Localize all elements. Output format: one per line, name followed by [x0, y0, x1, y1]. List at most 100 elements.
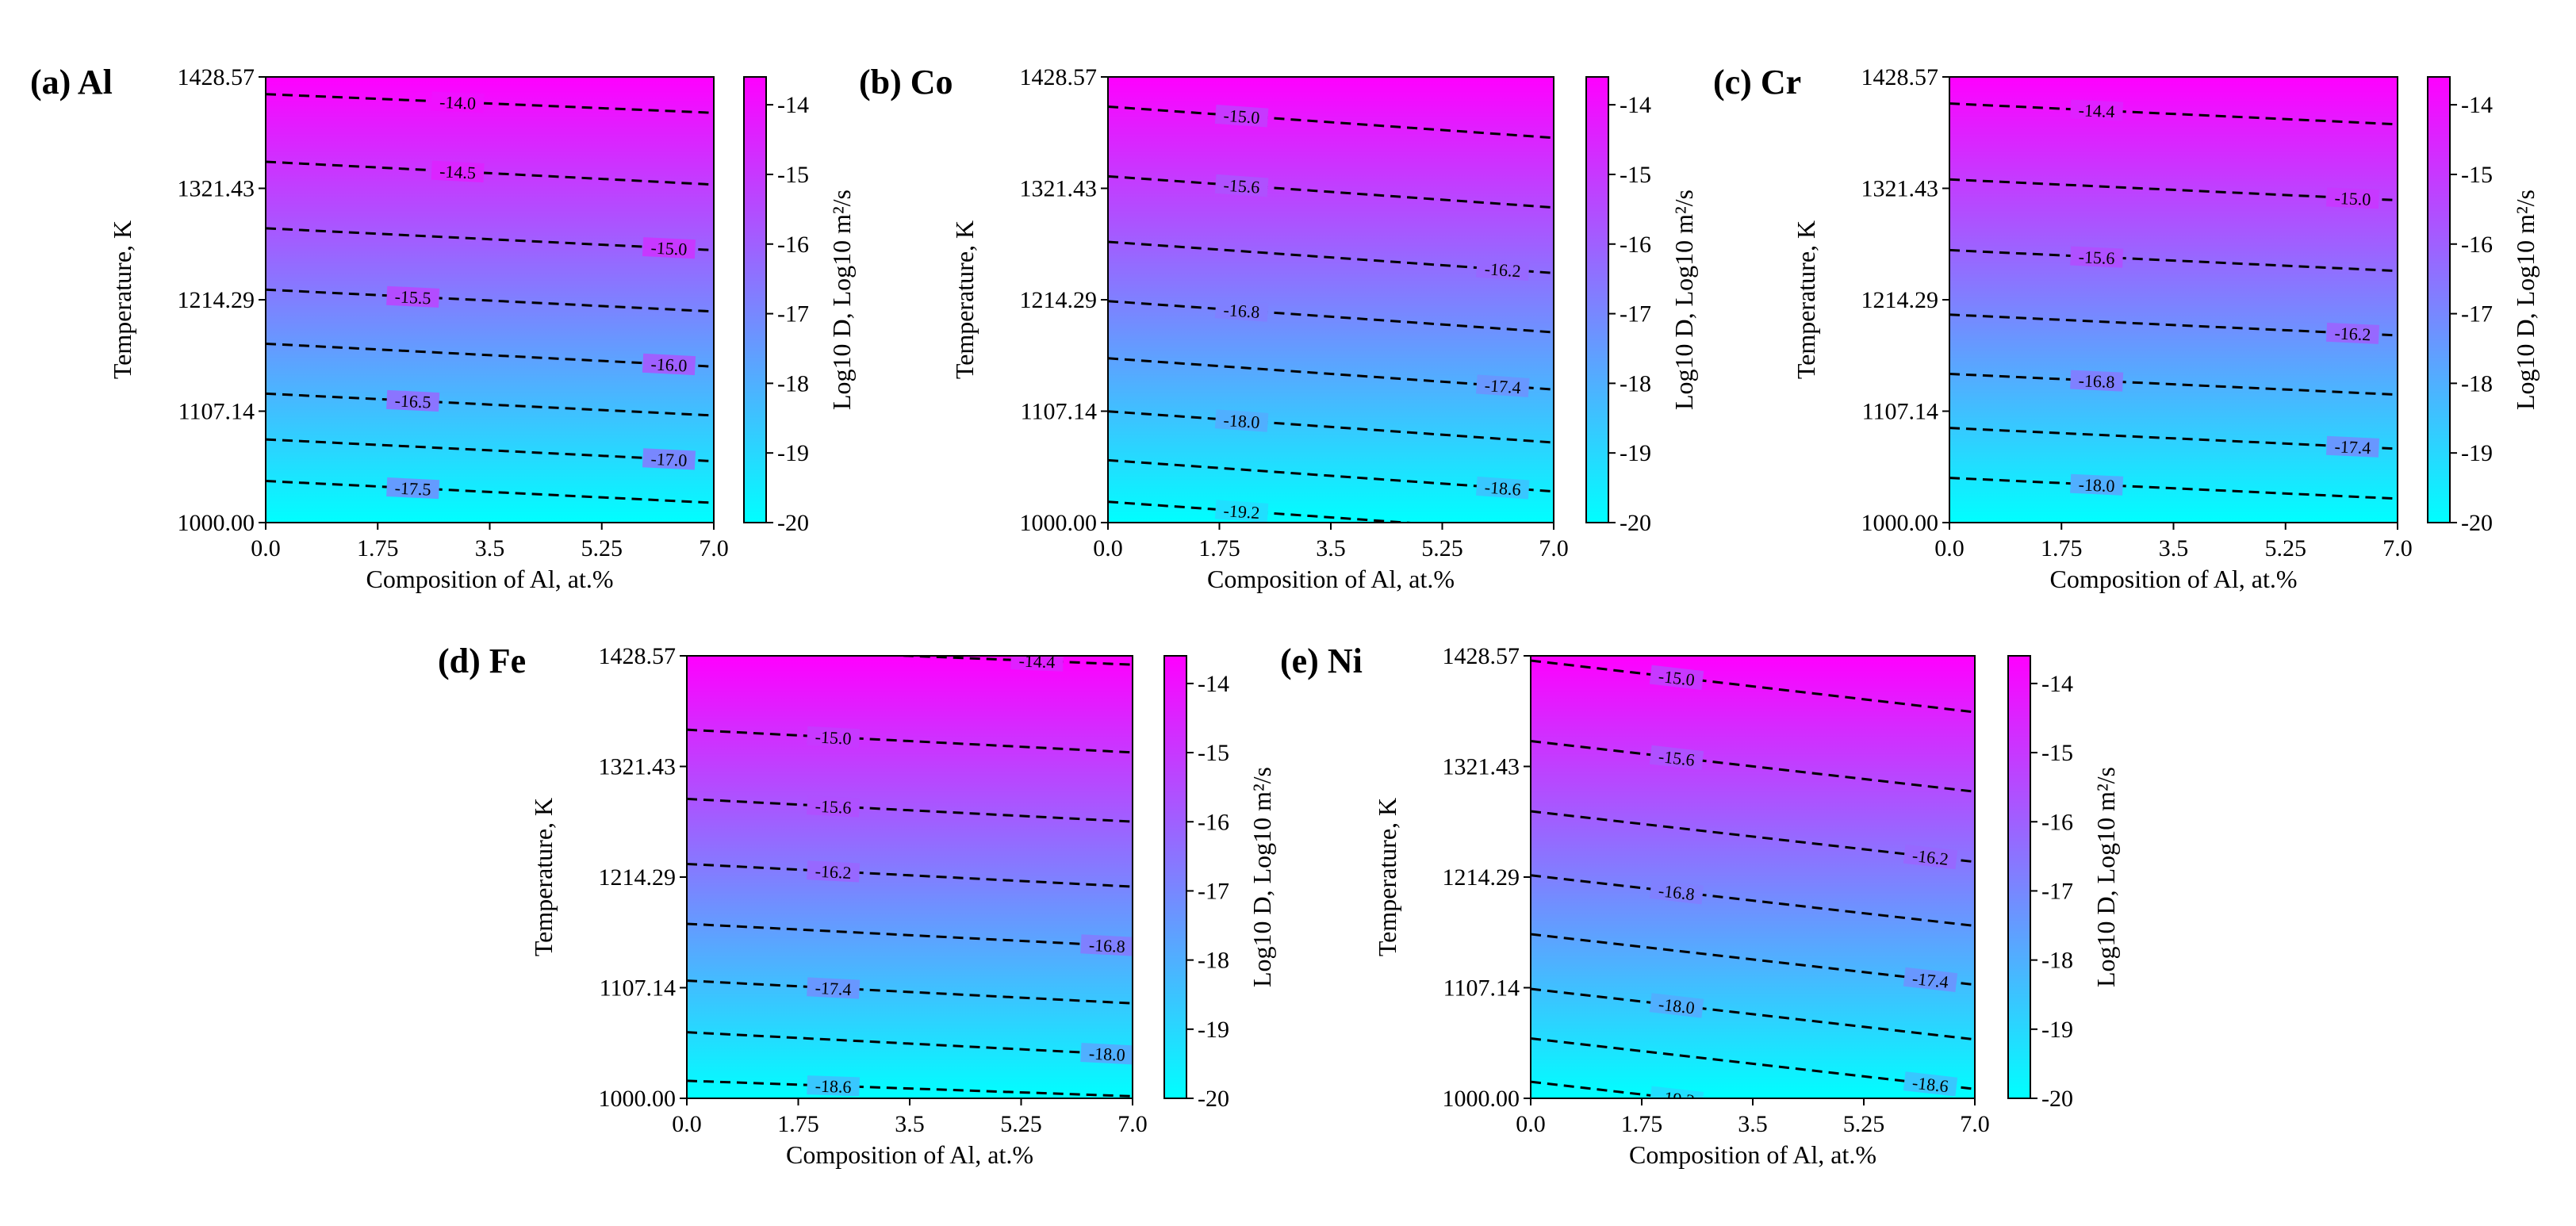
- colorbar-tick-label: -20: [2461, 510, 2493, 536]
- contour-line: [1108, 300, 1554, 334]
- contour-label: -18.0: [1223, 410, 1260, 432]
- colorbar-label: Log10 D, Log10 m²/s: [1248, 767, 1276, 987]
- contour-label-gap: [2325, 187, 2380, 209]
- contour-line: [266, 392, 714, 417]
- contour-label: -17.0: [650, 449, 688, 470]
- panel-title: (c) Cr: [1713, 63, 1801, 102]
- contour-label: -15.6: [2078, 247, 2115, 268]
- contour-line: [266, 438, 714, 463]
- contour-line: [266, 288, 714, 313]
- contour-label: -15.6: [1658, 746, 1696, 770]
- panel-title: (e) Ni: [1280, 642, 1363, 680]
- contour-label-gap: [807, 795, 861, 818]
- contour-label-gap: [2070, 246, 2124, 268]
- colorbar-label: Log10 D, Log10 m²/s: [2511, 190, 2540, 410]
- x-axis-label: Composition of Al, at.%: [2050, 565, 2298, 593]
- x-tick-label: 1.75: [1198, 535, 1240, 561]
- contour-label: -18.6: [1911, 1072, 1949, 1096]
- x-tick-label: 0.0: [1093, 535, 1123, 561]
- y-tick-label: 1107.14: [1021, 399, 1097, 425]
- contour-line: [1949, 427, 2398, 450]
- colorbar-tick-label: -18: [777, 370, 809, 397]
- contour-label-gap: [1476, 374, 1530, 397]
- colorbar-label: Log10 D, Log10 m²/s: [827, 190, 856, 410]
- contour-line: [687, 922, 1133, 948]
- contour-label-gap: [642, 237, 696, 259]
- contour-label-gap: [2325, 435, 2380, 458]
- y-tick-label: 1000.00: [1020, 510, 1098, 536]
- contour-label: -16.2: [2334, 323, 2371, 344]
- contour-label-gap: [1080, 934, 1133, 956]
- x-tick-label: 0.0: [1934, 535, 1965, 561]
- contour-label-gap: [1649, 745, 1704, 771]
- contour-label: -14.0: [439, 92, 477, 113]
- colorbar: [744, 77, 766, 523]
- panel-title: (a) Al: [30, 63, 113, 102]
- colorbar-tick-label: -16: [1198, 809, 1229, 835]
- y-tick-label: 1428.57: [178, 64, 255, 90]
- colorbar-tick-label: -19: [2461, 440, 2493, 466]
- panel-3: -14.4 -15.0 -15.6 -16.2 -16.8 -17.4 -18.0 0.0 1.…: [1713, 63, 2540, 593]
- colorbar-tick-label: -16: [2461, 232, 2493, 258]
- contour-label: -16.0: [650, 354, 688, 375]
- colorbar-tick-label: -14: [2461, 92, 2493, 118]
- colorbar-tick-label: -17: [2461, 301, 2493, 328]
- colorbar-frame: [2427, 76, 2451, 523]
- contour-label-gap: [2070, 370, 2124, 392]
- colorbar-tick-label: -17: [2041, 878, 2073, 904]
- colorbar: [2008, 656, 2030, 1098]
- contour-label: -16.5: [394, 390, 431, 412]
- colorbar-tick-label: -18: [1620, 370, 1651, 397]
- colorbar-tick-label: -14: [2041, 671, 2073, 697]
- contour-line: [1531, 987, 1975, 1041]
- contour-lines: -14.4 -15.0 -15.6 -16.2 -16.8 -17.4 -18.0: [1949, 99, 2398, 500]
- contour-line: [1949, 477, 2398, 500]
- contour-label-gap: [1476, 258, 1530, 282]
- contour-lines: -15.0 -15.6 -16.2 -16.8 -17.4 -18.0 -18.6 -19.2: [1531, 659, 1975, 1111]
- contour-label-gap: [1649, 665, 1704, 691]
- contour-label-gap: [642, 353, 696, 376]
- contour-label-gap: [1214, 409, 1269, 432]
- x-tick-label: 3.5: [1316, 535, 1346, 561]
- y-axis-label: Temperature, K: [1373, 798, 1401, 956]
- contour-label: -17.5: [394, 477, 431, 499]
- y-tick-label: 1214.29: [1020, 287, 1098, 313]
- x-tick-label: 5.25: [2265, 535, 2307, 561]
- contour-label: -14.4: [1018, 651, 1056, 672]
- colorbar-frame: [2007, 655, 2031, 1099]
- contour-fill: [1949, 77, 2398, 523]
- y-tick-label: 1321.43: [1443, 754, 1520, 780]
- x-tick-label: 3.5: [895, 1111, 925, 1137]
- x-tick-label: 0.0: [251, 535, 281, 561]
- contour-label-gap: [1476, 476, 1530, 500]
- contour-label-gap: [1649, 879, 1704, 905]
- colorbar-frame: [743, 76, 767, 523]
- contour-line: [1949, 248, 2398, 273]
- colorbar-tick-label: -20: [2041, 1086, 2073, 1112]
- y-tick-label: 1214.29: [178, 287, 255, 313]
- panel-title: (d) Fe: [438, 642, 526, 680]
- contour-label: -19.2: [1658, 1087, 1696, 1111]
- contour-label: -16.8: [1658, 880, 1696, 904]
- contour-label-gap: [1649, 1086, 1704, 1098]
- contour-label-gap: [807, 860, 861, 883]
- contour-label-gap: [1649, 993, 1704, 1018]
- contour-line: [1531, 659, 1975, 714]
- contour-label-gap: [431, 91, 485, 113]
- contour-label: -15.0: [1658, 666, 1696, 690]
- colorbar-tick-label: -19: [1620, 440, 1651, 466]
- contour-line: [1531, 810, 1975, 864]
- contour-label-gap: [1010, 656, 1064, 672]
- contour-line: [687, 728, 1133, 754]
- y-tick-label: 1107.14: [600, 975, 676, 1002]
- contour-label: -15.5: [394, 286, 431, 308]
- x-axis-label: Composition of Al, at.%: [1207, 565, 1455, 593]
- contour-line: [266, 160, 714, 186]
- contour-label: -17.4: [1911, 968, 1949, 992]
- colorbar-tick-label: -19: [777, 440, 809, 466]
- colorbar: [2428, 77, 2450, 523]
- contour-line: [1531, 933, 1975, 987]
- contour-label: -18.0: [1088, 1044, 1125, 1065]
- colorbar-tick-label: -19: [1198, 1017, 1229, 1043]
- contour-label-gap: [807, 726, 861, 749]
